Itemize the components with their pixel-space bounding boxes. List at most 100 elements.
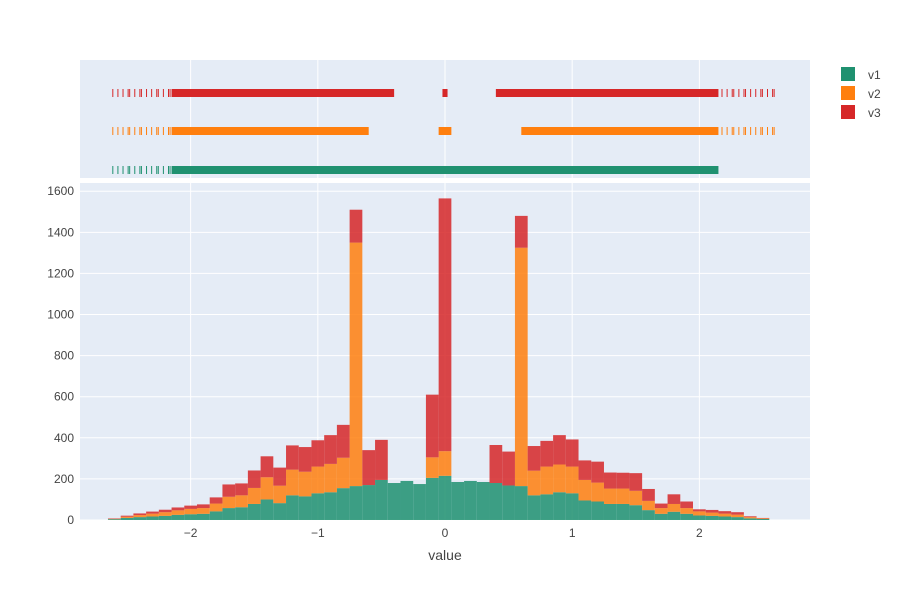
bar-v3 <box>146 511 159 514</box>
bar-v2 <box>540 466 554 495</box>
bar-v1 <box>158 515 172 520</box>
bar-v1 <box>171 514 185 520</box>
bar-v3 <box>514 215 528 248</box>
x-axis-label: value <box>428 547 462 563</box>
bar-v3 <box>133 513 147 516</box>
bar-v1 <box>692 515 706 520</box>
bar-v3 <box>502 451 515 486</box>
bar-v3 <box>654 503 668 509</box>
rug-band-v3 <box>171 89 395 97</box>
legend-label: v1 <box>868 68 881 82</box>
bar-v1 <box>222 508 236 520</box>
bar-v2 <box>642 500 655 511</box>
legend-item-v1[interactable]: v1 <box>841 67 881 82</box>
bar-v1 <box>629 505 643 520</box>
bar-v3 <box>235 483 248 496</box>
bar-v2 <box>286 469 299 496</box>
bar-v1 <box>578 500 592 520</box>
bar-v2 <box>260 477 274 500</box>
bar-v3 <box>197 504 210 509</box>
bar-v2 <box>273 485 287 504</box>
bar-v3 <box>349 209 363 243</box>
rug-band-v2 <box>438 127 452 135</box>
y-tick-label: 0 <box>67 513 74 527</box>
bar-v1 <box>425 477 439 520</box>
bar-v2 <box>718 513 732 517</box>
bar-v2 <box>603 488 617 504</box>
bar-v1 <box>362 485 376 520</box>
bar-v2 <box>146 513 159 517</box>
rug-band-v3 <box>442 89 448 97</box>
bar-v1 <box>642 510 655 520</box>
bar-v1 <box>349 486 363 520</box>
y-tick-label: 1400 <box>47 225 74 239</box>
y-tick-label: 1600 <box>47 184 74 198</box>
bar-v2 <box>438 451 452 476</box>
bar-v3 <box>692 509 706 512</box>
bar-v1 <box>489 483 503 520</box>
bar-v2 <box>222 496 236 509</box>
bar-v3 <box>222 484 236 497</box>
bar-v1 <box>184 514 198 520</box>
bar-v1 <box>438 475 452 520</box>
bar-v3 <box>489 444 503 484</box>
legend-label: v2 <box>868 87 881 101</box>
y-axis-ticks: 0 200 400 600 800 1000 1200 1400 1600 <box>47 184 74 527</box>
bar-v3 <box>603 472 617 489</box>
bar-v2 <box>731 514 744 518</box>
bar-v3 <box>731 512 744 515</box>
bar-v1 <box>667 511 681 520</box>
bar-v3 <box>184 505 198 509</box>
legend-item-v2[interactable]: v2 <box>841 86 881 101</box>
bar-v1 <box>565 493 579 520</box>
bar-v3 <box>642 488 655 501</box>
bar-v1 <box>387 483 401 520</box>
bar-v1 <box>311 493 325 520</box>
legend-swatch <box>841 67 855 81</box>
bar-v1 <box>413 484 426 520</box>
y-tick-label: 600 <box>54 390 74 404</box>
bar-v3 <box>743 516 757 518</box>
bar-v1 <box>603 503 617 520</box>
bar-v2 <box>616 488 630 504</box>
bar-v1 <box>375 479 388 520</box>
bar-v3 <box>120 515 134 517</box>
bar-v1 <box>705 515 719 520</box>
x-tick-label: 1 <box>569 526 576 540</box>
legend[interactable]: v1 v2 v3 <box>841 67 881 120</box>
bar-v3 <box>336 424 350 458</box>
bar-v1 <box>451 481 465 520</box>
bar-v3 <box>209 497 223 504</box>
legend-item-v3[interactable]: v3 <box>841 105 881 120</box>
x-tick-label: 0 <box>442 526 449 540</box>
rug-band-v1 <box>171 166 719 174</box>
bar-v2 <box>578 479 592 501</box>
bar-v1 <box>146 516 159 520</box>
bar-v2 <box>311 466 325 494</box>
bar-v1 <box>502 485 515 520</box>
bar-v2 <box>692 511 706 516</box>
x-tick-label: −1 <box>311 526 325 540</box>
bar-v2 <box>247 487 261 504</box>
bar-v1 <box>553 492 566 520</box>
bar-v1 <box>260 499 274 520</box>
bar-v1 <box>743 518 757 520</box>
bar-v2 <box>171 510 185 515</box>
bar-v2 <box>349 242 363 487</box>
rug-band-v2 <box>171 127 369 135</box>
bar-v3 <box>578 460 592 480</box>
bar-v3 <box>311 440 325 467</box>
bar-v2 <box>158 512 172 516</box>
bar-v2 <box>298 471 312 497</box>
bar-v3 <box>298 447 312 472</box>
bar-v3 <box>171 507 185 511</box>
bar-v3 <box>616 472 630 489</box>
bar-v2 <box>120 516 134 518</box>
y-tick-label: 1000 <box>47 308 74 322</box>
bar-v3 <box>629 473 643 491</box>
legend-label: v3 <box>868 106 881 120</box>
bar-v2 <box>235 495 248 508</box>
rug-gridlines <box>190 60 700 178</box>
bar-v2 <box>743 517 757 519</box>
